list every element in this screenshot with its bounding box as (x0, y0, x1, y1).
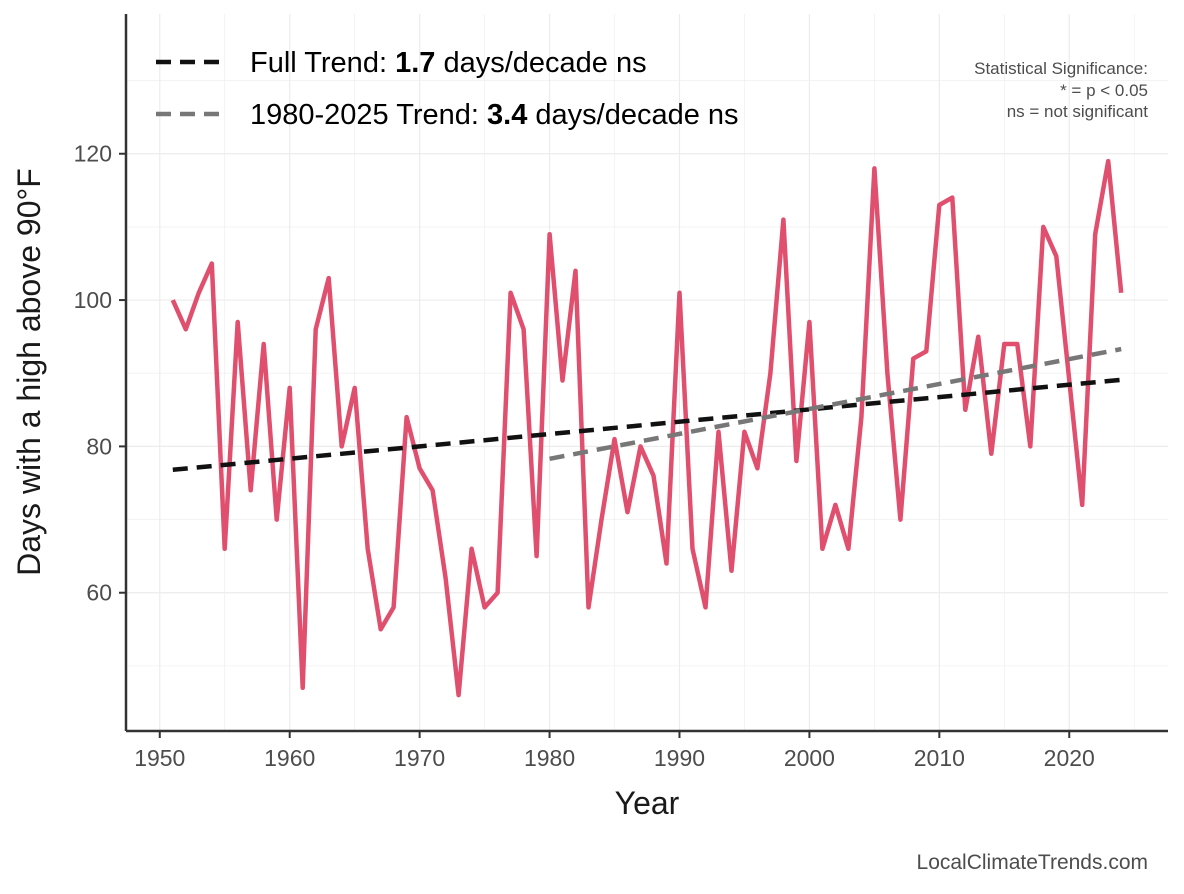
x-tick-label: 1960 (264, 745, 315, 771)
y-tick-label: 80 (86, 433, 112, 459)
legend-label-1980: 1980-2025 Trend: 3.4 days/decade ns (250, 99, 739, 131)
x-tick-label: 2000 (784, 745, 835, 771)
significance-title: Statistical Significance: (974, 59, 1148, 78)
significance-star: * = p < 0.05 (1060, 81, 1148, 100)
y-tick-label: 100 (74, 287, 112, 313)
y-axis-label: Days with a high above 90°F (11, 168, 47, 576)
y-tick-label: 60 (86, 580, 112, 606)
x-tick-label: 2010 (914, 745, 965, 771)
x-tick-label: 1990 (654, 745, 705, 771)
legend: Full Trend: 1.7 days/decade ns 1980-2025… (156, 47, 739, 131)
legend-label-full: Full Trend: 1.7 days/decade ns (250, 47, 647, 79)
y-tick-label: 120 (74, 141, 112, 167)
significance-note: Statistical Significance: * = p < 0.05 n… (974, 59, 1148, 121)
series-layer (173, 161, 1122, 695)
x-tick-label: 1970 (394, 745, 445, 771)
x-tick-label: 1950 (134, 745, 185, 771)
watermark: LocalClimateTrends.com (917, 851, 1148, 874)
series-days-above-90 (173, 161, 1121, 695)
significance-ns: ns = not significant (1007, 102, 1149, 121)
trend-line-1980-2025 (550, 349, 1122, 459)
x-tick-label: 2020 (1044, 745, 1095, 771)
x-axis-label: Year (615, 785, 680, 821)
x-tick-label: 1980 (524, 745, 575, 771)
